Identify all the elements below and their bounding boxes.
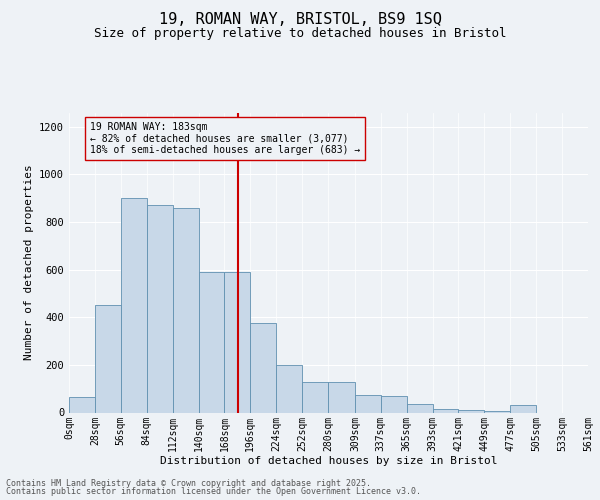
Bar — [433, 409, 458, 412]
Bar — [302, 382, 328, 412]
Text: Contains HM Land Registry data © Crown copyright and database right 2025.: Contains HM Land Registry data © Crown c… — [6, 478, 371, 488]
Bar — [250, 323, 276, 412]
Text: Contains public sector information licensed under the Open Government Licence v3: Contains public sector information licen… — [6, 487, 421, 496]
Bar — [510, 406, 536, 412]
Bar — [407, 404, 433, 412]
Bar — [173, 208, 199, 412]
Bar — [121, 198, 147, 412]
Text: 19 ROMAN WAY: 183sqm
← 82% of detached houses are smaller (3,077)
18% of semi-de: 19 ROMAN WAY: 183sqm ← 82% of detached h… — [90, 122, 360, 154]
X-axis label: Distribution of detached houses by size in Bristol: Distribution of detached houses by size … — [160, 456, 497, 466]
Bar — [224, 272, 250, 412]
Bar — [199, 272, 224, 412]
Y-axis label: Number of detached properties: Number of detached properties — [23, 164, 34, 360]
Bar — [95, 306, 121, 412]
Bar — [69, 397, 95, 412]
Bar — [276, 365, 302, 412]
Text: 19, ROMAN WAY, BRISTOL, BS9 1SQ: 19, ROMAN WAY, BRISTOL, BS9 1SQ — [158, 12, 442, 28]
Bar — [328, 382, 355, 412]
Bar — [381, 396, 407, 412]
Bar — [458, 410, 484, 412]
Text: Size of property relative to detached houses in Bristol: Size of property relative to detached ho… — [94, 28, 506, 40]
Bar — [355, 394, 381, 412]
Bar — [147, 206, 173, 412]
